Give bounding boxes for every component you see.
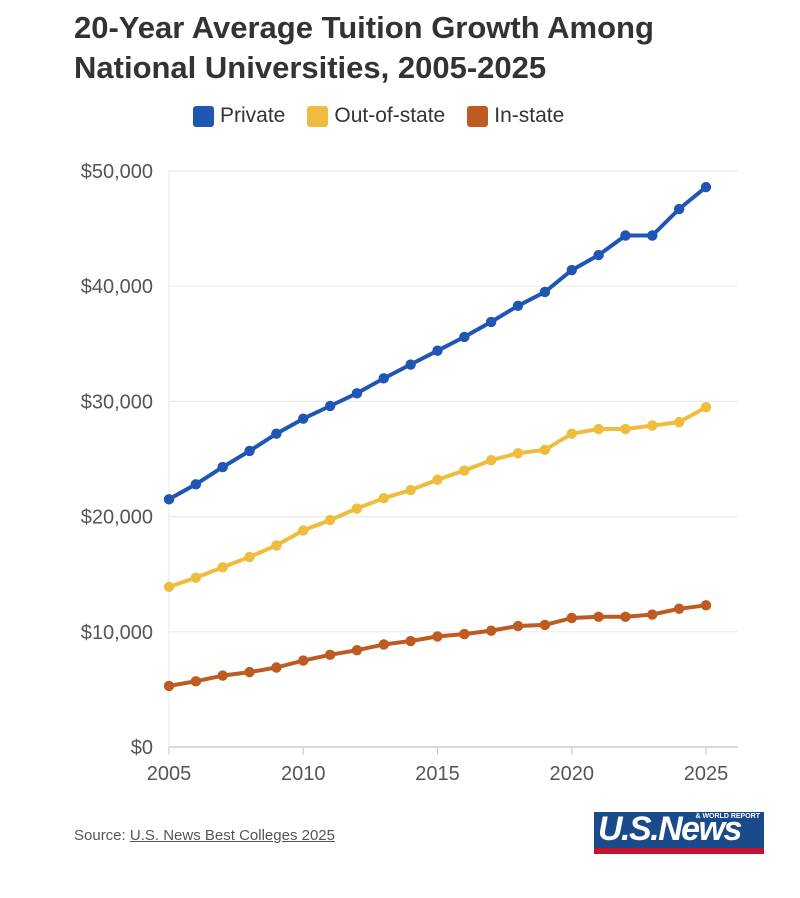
data-point-out-of-state-2019	[539, 444, 551, 455]
data-point-in-state-2021	[593, 611, 604, 623]
data-point-in-state-2018	[512, 620, 524, 632]
x-tick-label-2010: 2010	[281, 763, 326, 785]
legend-label-out-of-state: Out-of-state	[334, 104, 446, 127]
y-tick-label-20000: $20,000	[81, 507, 153, 529]
logo-tagline: & WORLD REPORT	[695, 813, 760, 820]
data-point-in-state-2009	[271, 662, 282, 673]
data-point-out-of-state-2024	[673, 416, 685, 428]
data-point-in-state-2014	[405, 635, 416, 647]
data-point-out-of-state-2022	[620, 423, 631, 435]
data-point-in-state-2007	[217, 670, 228, 681]
data-point-out-of-state-2008	[244, 551, 255, 563]
data-point-out-of-state-2015	[432, 474, 443, 485]
data-point-in-state-2012	[351, 645, 363, 656]
data-point-out-of-state-2014	[405, 484, 416, 496]
data-point-in-state-2010	[298, 655, 309, 666]
data-point-private-2010	[298, 413, 309, 424]
legend-label-in-state: In-state	[494, 104, 565, 127]
data-point-out-of-state-2007	[217, 562, 228, 573]
data-point-out-of-state-2020	[566, 428, 577, 439]
data-point-private-2012	[351, 388, 363, 399]
legend-item-out-of-state: Out-of-state	[307, 104, 445, 128]
data-point-private-2016	[459, 331, 470, 343]
legend-swatch-in-state	[467, 105, 489, 127]
usnews-logo: U.S.News & WORLD REPORT	[594, 810, 764, 856]
data-point-out-of-state-2018	[512, 448, 524, 459]
data-point-in-state-2016	[459, 628, 470, 640]
x-tick-label-2025: 2025	[684, 763, 729, 785]
data-point-in-state-2011	[324, 649, 336, 661]
y-tick-label-50000: $50,000	[81, 161, 153, 183]
data-point-in-state-2024	[673, 603, 685, 614]
data-point-out-of-state-2017	[486, 454, 497, 466]
data-point-out-of-state-2013	[378, 492, 389, 504]
data-point-private-2015	[432, 345, 443, 356]
data-point-out-of-state-2016	[459, 465, 470, 476]
tuition-line-chart: $0 $10,000 $20,000 $30,000 $40,000 $50,000 200…	[81, 161, 738, 785]
source-link[interactable]: U.S. News Best Colleges 2025	[129, 827, 335, 844]
data-point-in-state-2023	[647, 609, 658, 620]
data-point-private-2011	[324, 400, 336, 412]
legend-item-in-state: In-state	[467, 104, 564, 128]
data-point-out-of-state-2011	[324, 514, 336, 526]
legend-swatch-private	[193, 105, 214, 127]
legend-label-private: Private	[220, 104, 286, 127]
source-note: Source: U.S. News Best Colleges 2025	[74, 827, 335, 844]
chart-title: 20-Year Average Tuition Growth Among Nat…	[74, 10, 654, 85]
legend-item-private: Private	[193, 104, 285, 128]
data-point-in-state-2015	[432, 631, 443, 642]
data-point-private-2014	[405, 359, 416, 370]
data-point-private-2013	[378, 373, 389, 384]
data-point-private-2008	[244, 445, 255, 457]
data-point-in-state-2017	[486, 625, 497, 636]
data-point-out-of-state-2021	[593, 423, 604, 435]
data-point-private-2006	[190, 479, 202, 490]
data-point-private-2009	[271, 428, 282, 439]
logo-background	[594, 812, 764, 848]
data-point-private-2022	[620, 230, 631, 241]
data-point-in-state-2022	[620, 611, 631, 623]
x-tick-label-2005: 2005	[147, 763, 192, 785]
x-tick-label-2020: 2020	[550, 763, 595, 785]
data-point-out-of-state-2010	[298, 525, 309, 536]
logo-wordmark: U.S.News	[598, 810, 742, 848]
y-tick-label-10000: $10,000	[81, 622, 153, 644]
data-point-private-2005	[163, 494, 175, 505]
data-point-in-state-2005	[163, 680, 175, 692]
data-point-private-2023	[647, 230, 658, 241]
data-point-in-state-2020	[566, 612, 577, 624]
data-point-private-2007	[217, 461, 228, 473]
legend-swatch-out-of-state	[307, 105, 329, 127]
data-point-private-2025	[700, 181, 712, 193]
data-point-private-2018	[512, 300, 524, 311]
logo-stripe	[594, 848, 764, 854]
data-point-out-of-state-2005	[163, 581, 175, 593]
data-point-private-2017	[486, 316, 497, 328]
data-point-in-state-2013	[378, 639, 389, 650]
data-point-in-state-2019	[539, 619, 551, 631]
chart-legend: Private Out-of-state In-state	[193, 104, 564, 128]
data-point-in-state-2008	[244, 666, 255, 678]
data-point-private-2020	[566, 264, 577, 276]
source-prefix: Source:	[74, 827, 130, 844]
y-tick-label-0: $0	[131, 737, 153, 759]
data-point-private-2019	[539, 286, 551, 298]
data-point-in-state-2025	[700, 600, 712, 611]
data-point-out-of-state-2009	[271, 540, 282, 551]
data-point-out-of-state-2025	[700, 401, 712, 413]
data-point-private-2024	[673, 203, 685, 215]
data-point-out-of-state-2023	[647, 420, 658, 431]
data-point-out-of-state-2006	[190, 572, 202, 583]
data-point-out-of-state-2012	[351, 503, 363, 514]
y-tick-label-30000: $30,000	[81, 391, 153, 413]
data-point-in-state-2006	[190, 676, 202, 687]
y-tick-label-40000: $40,000	[81, 276, 153, 298]
x-tick-label-2015: 2015	[415, 763, 460, 785]
data-point-private-2021	[593, 249, 604, 261]
